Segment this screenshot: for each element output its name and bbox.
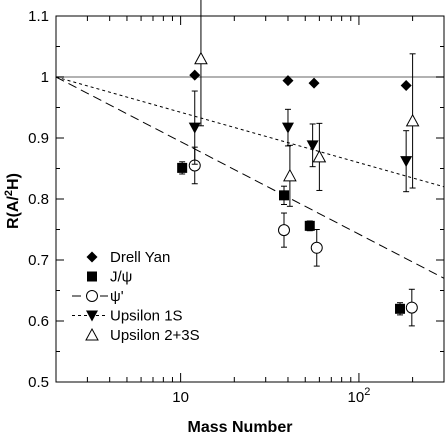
axes: 0.5 0.6 0.7 0.8 0.9 1 1.1 10 102 Mass Number R(A/2… bbox=[3, 8, 445, 436]
legend-item: Upsilon 1S bbox=[72, 308, 183, 325]
data-point bbox=[400, 156, 413, 168]
legend-label: Upsilon 1S bbox=[110, 308, 183, 325]
data-point bbox=[177, 162, 188, 173]
data-point bbox=[304, 220, 315, 231]
data-point bbox=[194, 51, 208, 65]
data-point bbox=[278, 224, 291, 237]
y-tick-label: 0.6 bbox=[28, 313, 49, 330]
legend-label: Drell Yan bbox=[110, 249, 170, 266]
data-point bbox=[312, 149, 327, 163]
series-- bbox=[188, 146, 418, 327]
legend-label: Upsilon 2+3S bbox=[110, 327, 200, 344]
y-tick-label: 0.5 bbox=[28, 374, 49, 391]
data-point bbox=[400, 80, 412, 92]
series-drell-yan bbox=[189, 69, 412, 92]
legend-marker bbox=[85, 327, 99, 341]
series-upsilon-2-3s bbox=[194, 0, 420, 207]
data-point bbox=[279, 190, 290, 201]
x-tick-label: 102 bbox=[348, 386, 371, 406]
y-tick-label: 0.7 bbox=[28, 252, 49, 269]
y-tick-label: 1 bbox=[41, 69, 49, 86]
series-upsilon-1s bbox=[188, 90, 413, 193]
y-tick-label: 0.9 bbox=[28, 130, 49, 147]
data-point bbox=[188, 122, 201, 134]
data-point bbox=[395, 303, 406, 314]
data-point bbox=[189, 69, 201, 81]
legend-label: J/ψ bbox=[110, 269, 132, 286]
data-point bbox=[282, 75, 294, 87]
legend-marker bbox=[86, 251, 98, 263]
legend-item: ψ' bbox=[72, 288, 124, 305]
fit-line bbox=[55, 76, 445, 188]
y-tick-label: 1.1 bbox=[28, 8, 49, 25]
x-tick-label: 10 bbox=[172, 389, 189, 406]
data-point bbox=[310, 241, 323, 254]
y-tick-label: 0.8 bbox=[28, 191, 49, 208]
legend-marker bbox=[86, 290, 98, 302]
legend: Drell Yan J/ψ ψ' Upsilon 1S Upsilon 2+3S bbox=[72, 249, 200, 344]
legend-item: Drell Yan bbox=[86, 249, 170, 266]
legend-item: Upsilon 2+3S bbox=[85, 327, 200, 344]
plot-area bbox=[55, 0, 445, 327]
legend-item: J/ψ bbox=[87, 269, 132, 286]
fit-line bbox=[55, 76, 445, 279]
data-point bbox=[306, 140, 319, 152]
data-point bbox=[405, 113, 420, 127]
data-point bbox=[405, 301, 418, 314]
x-axis-title: Mass Number bbox=[188, 419, 293, 436]
legend-label: ψ' bbox=[110, 288, 124, 305]
y-axis-title: R(A/2H) bbox=[3, 173, 22, 229]
data-point bbox=[308, 77, 320, 89]
legend-marker bbox=[87, 271, 97, 282]
data-point bbox=[281, 122, 294, 134]
data-point bbox=[283, 168, 297, 182]
series-j- bbox=[177, 161, 406, 316]
legend-marker bbox=[86, 310, 98, 322]
